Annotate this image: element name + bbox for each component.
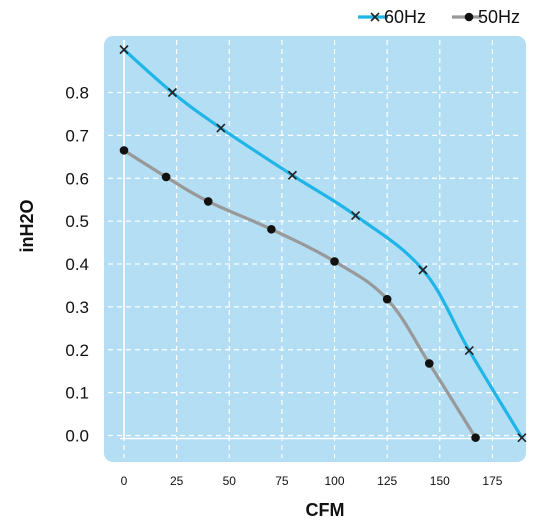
x-tick-label: 150 — [430, 474, 450, 488]
x-tick-label: 25 — [170, 474, 184, 488]
data-point-50hz — [330, 257, 339, 266]
x-axis-title: CFM — [306, 500, 345, 520]
x-tick-label: 75 — [275, 474, 289, 488]
series-layer — [119, 45, 527, 443]
data-point-50hz — [267, 224, 276, 234]
x-tick-label: 100 — [325, 474, 345, 488]
data-point-60hz — [418, 265, 428, 275]
legend-item-60hz: 60Hz — [358, 7, 426, 27]
x-tick-label: 175 — [482, 474, 502, 488]
legend-item-50hz: 50Hz — [452, 7, 520, 27]
grid — [108, 40, 522, 458]
data-point-60hz — [464, 346, 474, 356]
y-tick-label: 0.8 — [65, 84, 89, 103]
data-point-50hz — [424, 359, 434, 368]
y-tick-label: 0.7 — [65, 126, 89, 145]
y-tick-label: 0.1 — [65, 384, 89, 403]
data-point-50hz — [203, 197, 213, 206]
legend-marker-dot — [464, 12, 474, 22]
data-point-50hz — [382, 294, 392, 304]
y-axis-ticks: 0.0 0.1 0.2 0.3 0.4 0.5 0.6 0.7 0.8 — [65, 84, 89, 446]
data-point-50hz — [161, 172, 171, 182]
y-axis-title: inH2O — [17, 199, 37, 252]
data-point-50hz — [119, 146, 129, 155]
y-tick-label: 0.6 — [65, 169, 89, 188]
legend-label-60hz: 60Hz — [384, 7, 426, 27]
data-point-50hz — [471, 433, 480, 442]
data-point-60hz — [517, 433, 527, 443]
legend: 60Hz 50Hz — [358, 7, 520, 27]
y-tick-label: 0.3 — [65, 298, 89, 317]
y-tick-label: 0.5 — [65, 212, 89, 231]
data-point-60hz — [119, 45, 129, 55]
x-tick-label: 125 — [377, 474, 397, 488]
data-point-60hz — [351, 210, 361, 221]
y-tick-label: 0.2 — [65, 341, 89, 360]
x-tick-label: 50 — [223, 474, 237, 488]
data-point-60hz — [216, 123, 226, 133]
y-tick-label: 0.4 — [65, 255, 89, 274]
data-point-60hz — [287, 170, 297, 180]
y-tick-label: 0.0 — [65, 427, 89, 446]
x-axis-ticks: 0 25 50 75 100 125 150 175 — [121, 474, 503, 488]
x-tick-label: 0 — [121, 474, 128, 488]
data-point-60hz — [167, 87, 177, 98]
legend-label-50hz: 50Hz — [478, 7, 520, 27]
